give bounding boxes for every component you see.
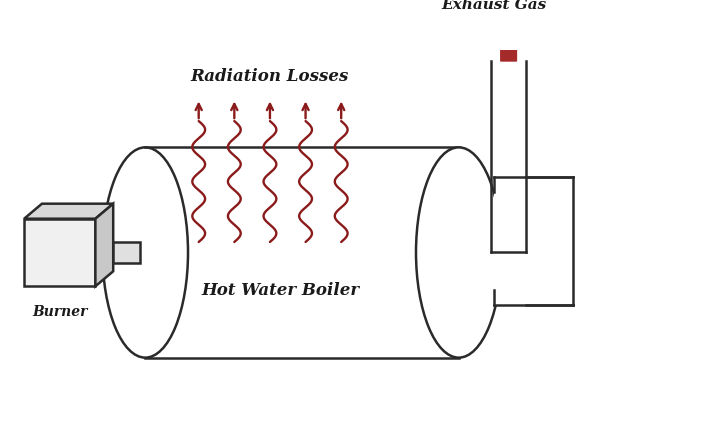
Polygon shape [95,204,113,286]
FancyArrow shape [492,20,526,61]
Text: Radiation Losses: Radiation Losses [191,68,349,86]
Bar [113,242,140,263]
Polygon shape [24,204,113,219]
Bar [145,147,459,358]
Bar [24,219,95,286]
Text: Exhaust Gas: Exhaust Gas [442,0,547,12]
Text: Hot Water Boiler: Hot Water Boiler [202,282,360,299]
Ellipse shape [416,147,501,358]
Text: Burner: Burner [32,305,88,319]
Bar [495,177,573,305]
